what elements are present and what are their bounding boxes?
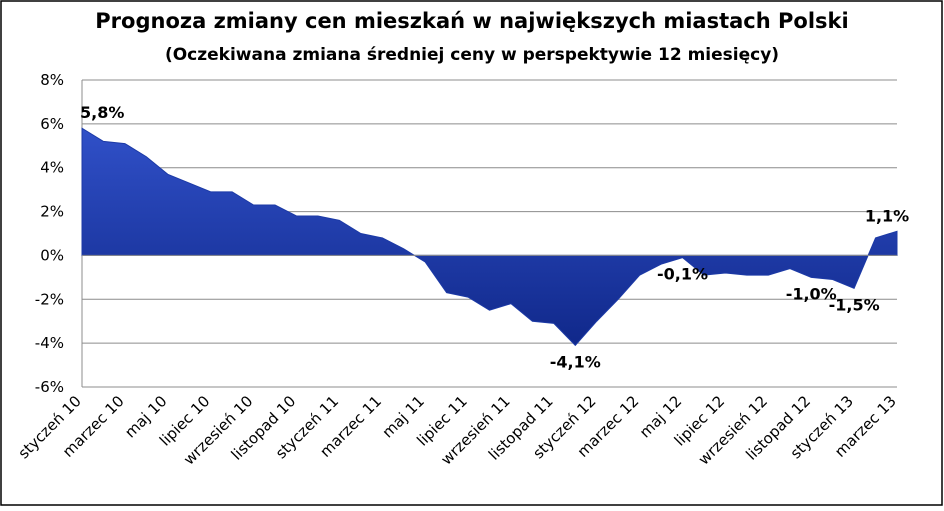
y-tick-label: -6% bbox=[35, 378, 64, 396]
y-tick-label: -2% bbox=[35, 290, 64, 308]
data-label: -4,1% bbox=[550, 352, 601, 371]
data-label: -1,5% bbox=[829, 295, 880, 314]
data-label: -1,0% bbox=[786, 284, 837, 303]
y-tick-label: 8% bbox=[40, 71, 64, 89]
y-tick-label: 6% bbox=[40, 115, 64, 133]
y-tick-label: 2% bbox=[40, 203, 64, 221]
y-tick-label: 0% bbox=[40, 246, 64, 264]
chart-title: Prognoza zmiany cen mieszkań w największ… bbox=[95, 9, 848, 33]
chart-subtitle: (Oczekiwana zmiana średniej ceny w persp… bbox=[165, 45, 779, 65]
data-label: -0,1% bbox=[657, 265, 708, 284]
data-label: 1,1% bbox=[865, 206, 909, 225]
y-tick-label: 4% bbox=[40, 159, 64, 177]
data-label: 5,8% bbox=[80, 103, 124, 122]
y-tick-label: -4% bbox=[35, 334, 64, 352]
area bbox=[81, 127, 898, 347]
